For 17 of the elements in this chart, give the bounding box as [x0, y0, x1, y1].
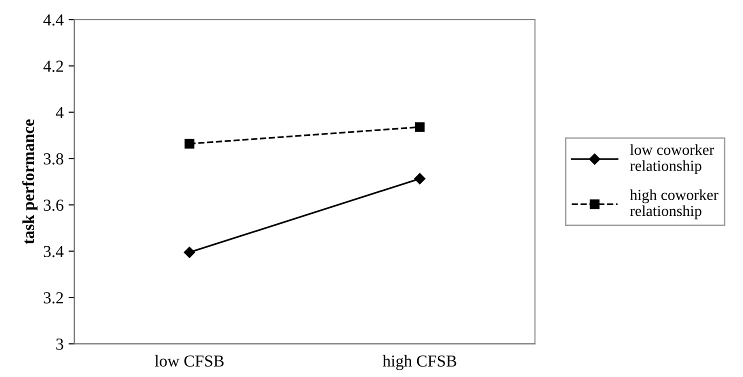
legend-label: high coworker relationship [630, 189, 718, 220]
y-tick-label: 4.2 [43, 60, 63, 72]
x-tick-label: low CFSB [154, 354, 224, 367]
legend-label: low coworker relationship [630, 144, 714, 174]
x-tick-label: high CFSB [382, 354, 456, 370]
y-tick-label: 4.4 [43, 14, 64, 26]
y-axis-title: task performance [22, 119, 38, 244]
point [184, 138, 194, 149]
y-tick-label: 3 [56, 338, 64, 350]
point [414, 173, 426, 184]
point [414, 122, 425, 132]
y-tick-label: 3.2 [44, 292, 63, 304]
y-tick-label: 3.4 [44, 246, 64, 258]
y-tick-label: 3.8 [44, 153, 64, 165]
y-tick-label: 4 [56, 107, 64, 118]
point [184, 246, 196, 258]
y-tick-label: 3.6 [44, 200, 64, 211]
